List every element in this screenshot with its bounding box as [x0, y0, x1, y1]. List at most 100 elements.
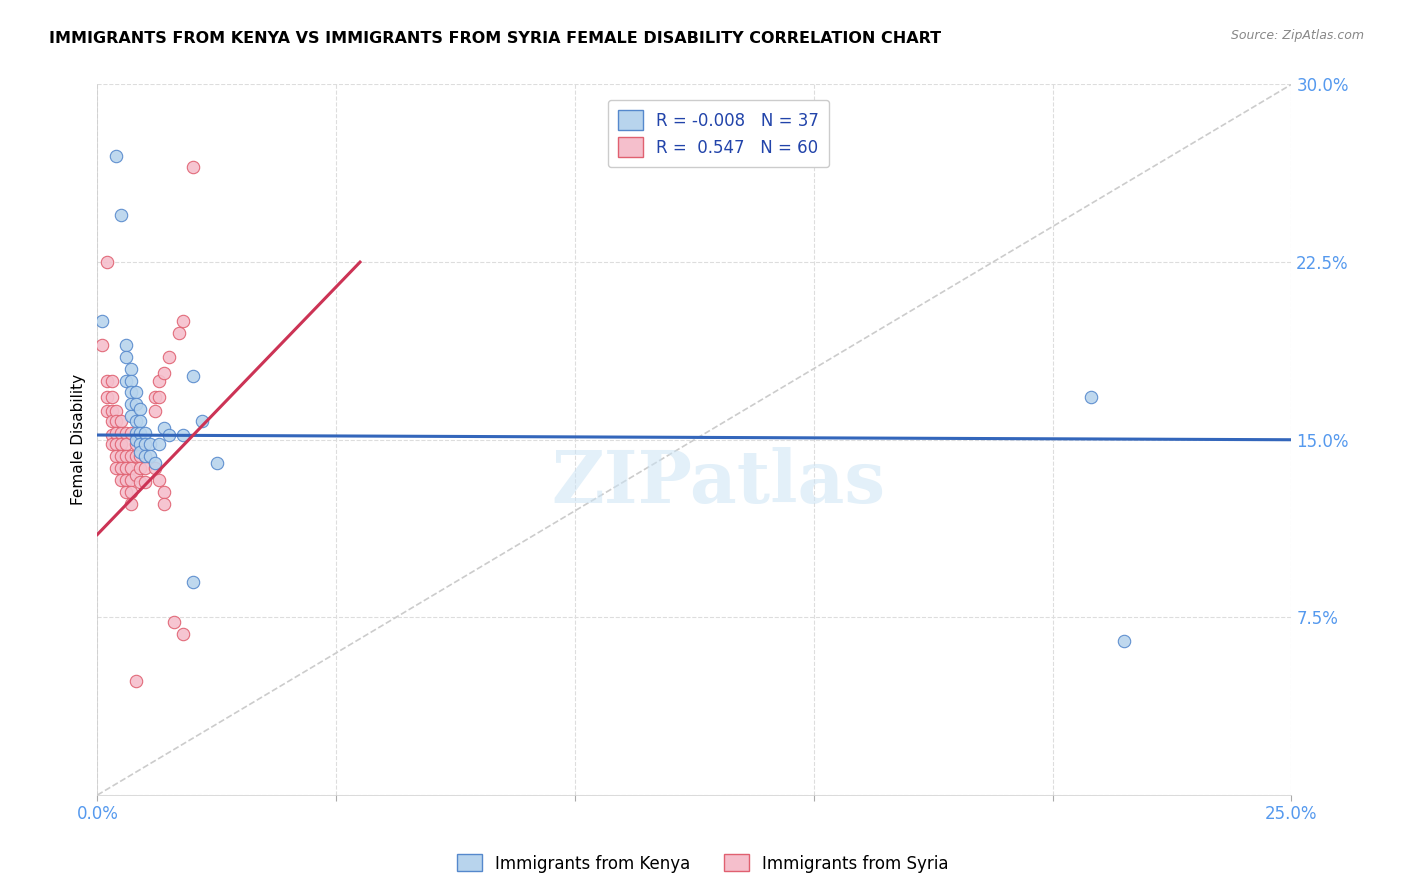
Point — [96, 404, 118, 418]
Point — [134, 437, 156, 451]
Point — [105, 148, 128, 162]
Point — [172, 627, 194, 641]
Point — [100, 437, 122, 451]
Text: Source: ZipAtlas.com: Source: ZipAtlas.com — [1230, 29, 1364, 42]
Point — [91, 338, 114, 352]
Point — [139, 450, 162, 464]
Point — [110, 425, 132, 440]
Point — [1080, 390, 1102, 404]
Text: ZIPatlas: ZIPatlas — [551, 447, 886, 518]
Point — [120, 450, 142, 464]
Point — [191, 414, 214, 428]
Point — [148, 374, 170, 388]
Point — [153, 497, 176, 511]
Point — [120, 484, 142, 499]
Point — [120, 374, 142, 388]
Point — [115, 350, 138, 364]
Point — [134, 450, 156, 464]
Point — [153, 421, 176, 435]
Point — [105, 425, 128, 440]
Point — [148, 473, 170, 487]
Point — [120, 409, 142, 423]
Point — [115, 484, 138, 499]
Point — [1114, 634, 1136, 648]
Point — [129, 444, 152, 458]
Point — [115, 437, 138, 451]
Point — [120, 397, 142, 411]
Point — [120, 461, 142, 475]
Point — [129, 437, 152, 451]
Point — [143, 461, 166, 475]
Point — [110, 450, 132, 464]
Point — [110, 414, 132, 428]
Point — [172, 314, 194, 328]
Point — [124, 397, 146, 411]
Text: IMMIGRANTS FROM KENYA VS IMMIGRANTS FROM SYRIA FEMALE DISABILITY CORRELATION CHA: IMMIGRANTS FROM KENYA VS IMMIGRANTS FROM… — [49, 31, 942, 46]
Point — [96, 255, 118, 269]
Point — [120, 497, 142, 511]
Point — [91, 314, 114, 328]
Point — [115, 473, 138, 487]
Point — [100, 428, 122, 442]
Point — [143, 390, 166, 404]
Point — [181, 368, 204, 383]
Point — [110, 473, 132, 487]
Point — [129, 450, 152, 464]
Point — [124, 437, 146, 451]
Point — [124, 414, 146, 428]
Point — [167, 326, 190, 340]
Point — [115, 450, 138, 464]
Point — [172, 428, 194, 442]
Point — [163, 615, 186, 629]
Point — [115, 338, 138, 352]
Point — [153, 484, 176, 499]
Point — [139, 437, 162, 451]
Point — [129, 414, 152, 428]
Point — [124, 450, 146, 464]
Point — [100, 414, 122, 428]
Point — [124, 433, 146, 447]
Legend: Immigrants from Kenya, Immigrants from Syria: Immigrants from Kenya, Immigrants from S… — [450, 847, 956, 880]
Point — [110, 461, 132, 475]
Point — [105, 404, 128, 418]
Point — [134, 461, 156, 475]
Point — [115, 374, 138, 388]
Point — [110, 208, 132, 222]
Point — [120, 361, 142, 376]
Point — [181, 574, 204, 589]
Point — [105, 461, 128, 475]
Point — [134, 425, 156, 440]
Point — [157, 350, 180, 364]
Point — [120, 425, 142, 440]
Point — [153, 367, 176, 381]
Point — [157, 428, 180, 442]
Point — [105, 437, 128, 451]
Point — [100, 390, 122, 404]
Point — [96, 374, 118, 388]
Point — [129, 461, 152, 475]
Point — [129, 475, 152, 490]
Point — [124, 468, 146, 483]
Point — [148, 437, 170, 451]
Point — [120, 385, 142, 400]
Legend: R = -0.008   N = 37, R =  0.547   N = 60: R = -0.008 N = 37, R = 0.547 N = 60 — [607, 100, 830, 167]
Point — [115, 425, 138, 440]
Point — [134, 475, 156, 490]
Point — [134, 450, 156, 464]
Point — [124, 674, 146, 689]
Point — [124, 385, 146, 400]
Point — [148, 390, 170, 404]
Point — [143, 404, 166, 418]
Point — [105, 450, 128, 464]
Point — [143, 457, 166, 471]
Point — [129, 401, 152, 416]
Point — [124, 425, 146, 440]
Point — [205, 457, 228, 471]
Y-axis label: Female Disability: Female Disability — [72, 374, 86, 505]
Point — [129, 425, 152, 440]
Point — [105, 414, 128, 428]
Point — [115, 461, 138, 475]
Point — [96, 390, 118, 404]
Point — [110, 437, 132, 451]
Point — [100, 404, 122, 418]
